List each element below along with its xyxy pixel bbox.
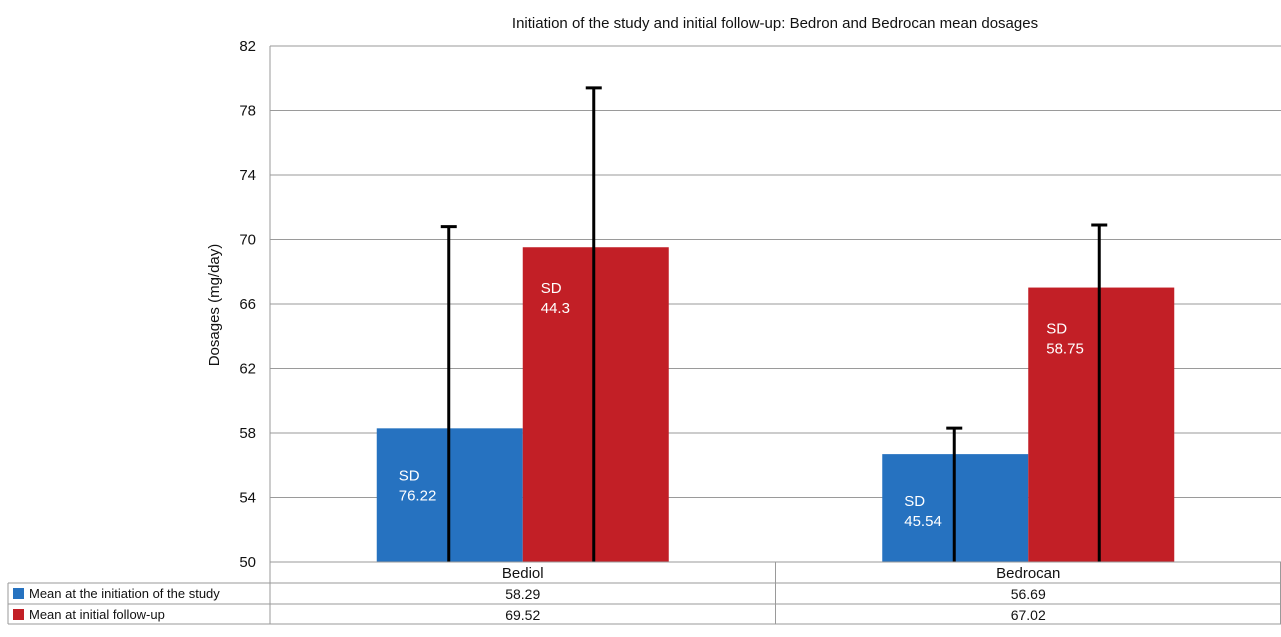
bar-annotation: 45.54	[904, 513, 942, 530]
bar-annotation: SD	[541, 280, 562, 297]
legend-label: Mean at the initiation of the study	[29, 586, 220, 601]
bar-annotation: 58.75	[1046, 341, 1084, 358]
y-tick-label: 82	[239, 38, 256, 55]
category-label: Bedrocan	[996, 565, 1060, 582]
bar-annotation: 76.22	[399, 487, 437, 504]
bar-annotations: SD 76.22 SD 45.54 SD 44.3 SD 58.75	[399, 280, 1084, 530]
y-tick-label: 62	[239, 361, 256, 378]
data-table-value: 58.29	[505, 586, 540, 602]
bar	[1028, 287, 1175, 562]
error-bars	[440, 86, 1108, 562]
bar	[522, 247, 669, 563]
y-tick-label: 78	[239, 103, 256, 120]
y-tick-label: 70	[239, 232, 256, 249]
legend-swatch	[13, 588, 24, 599]
bar-annotation: SD	[904, 493, 925, 510]
y-tick-label: 74	[239, 167, 256, 184]
chart-title: Initiation of the study and initial foll…	[512, 15, 1038, 32]
legend-label: Mean at initial follow-up	[29, 607, 165, 622]
data-table-value: 67.02	[1011, 607, 1046, 623]
bar-annotation: 44.3	[541, 300, 570, 317]
legend-swatch	[13, 609, 24, 620]
y-tick-label: 58	[239, 425, 256, 442]
y-tick-label: 50	[239, 554, 256, 571]
data-table-value: 69.52	[505, 607, 540, 623]
y-axis-ticks: 50 54 58 62 66 70 74 78 82	[239, 38, 256, 571]
y-tick-label: 54	[239, 490, 256, 507]
y-axis-label: Dosages (mg/day)	[206, 244, 223, 367]
data-table: Bediol Bedrocan Mean at the initiation of …	[7, 561, 1281, 625]
bar-annotation: SD	[399, 467, 420, 484]
y-tick-label: 66	[239, 296, 256, 313]
data-table-value: 56.69	[1011, 586, 1046, 602]
bar-annotation: SD	[1046, 321, 1067, 338]
bars	[376, 247, 1175, 563]
category-label: Bediol	[502, 565, 544, 582]
